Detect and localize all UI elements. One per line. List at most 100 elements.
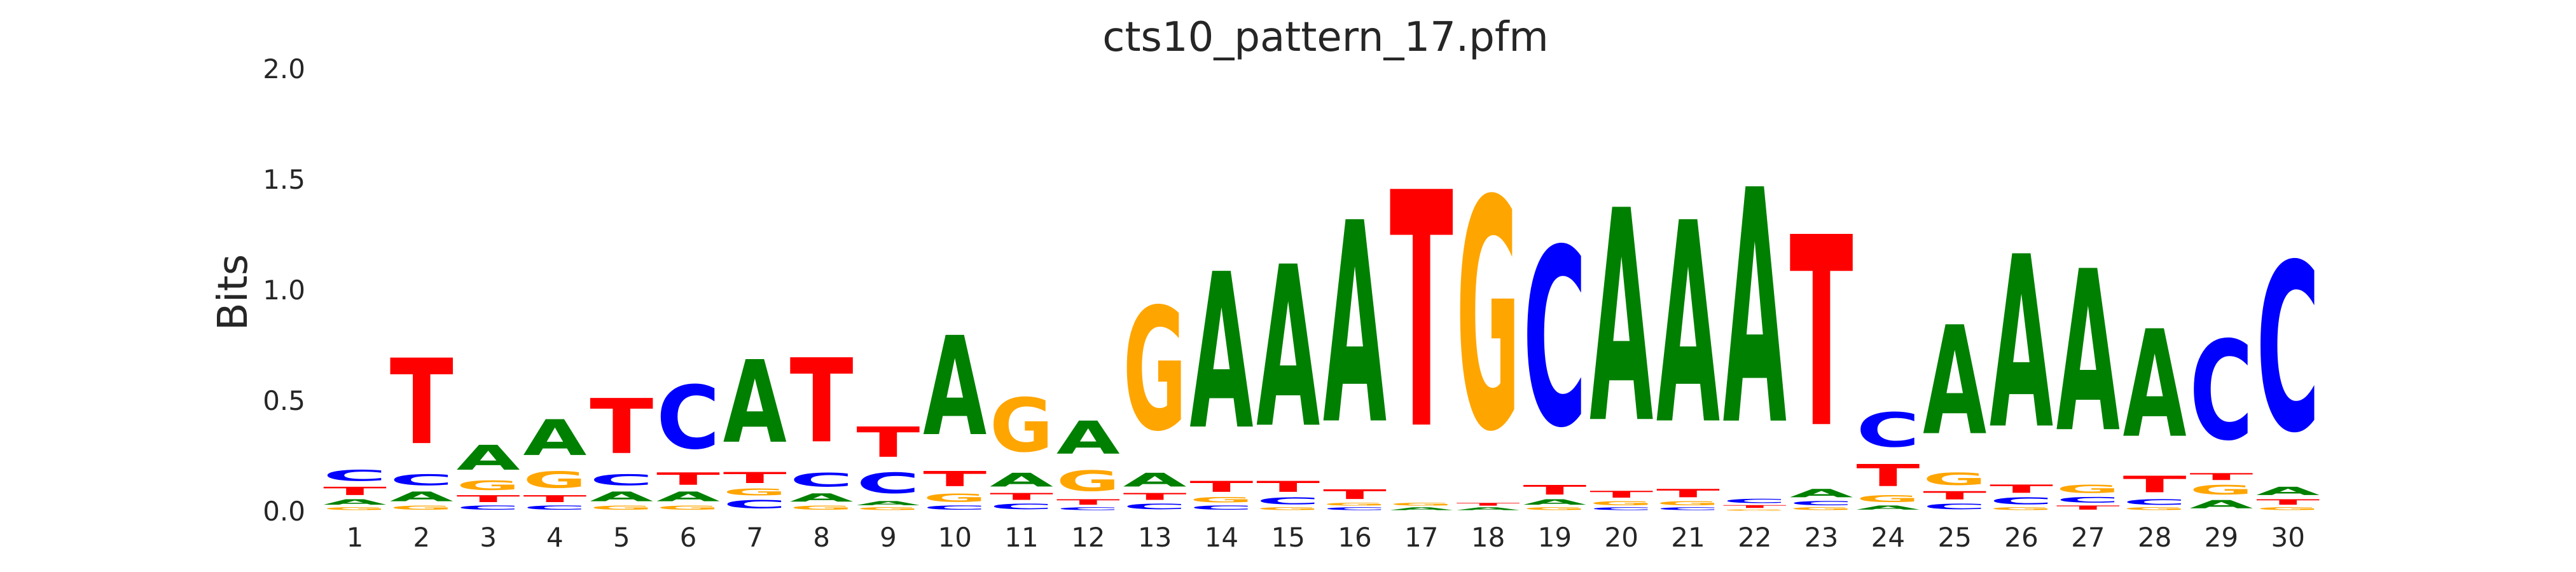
x-tick-label: 17	[1404, 522, 1438, 553]
x-tick-label: 2	[413, 522, 430, 553]
logo-letter-a: A	[2189, 498, 2253, 511]
logo-letter-t: T	[1589, 489, 1653, 500]
logo-letter-t: T	[1923, 489, 1986, 502]
logo-letter-c: C	[723, 498, 787, 511]
logo-letter-g: G	[1856, 493, 1920, 504]
logo-letter-t: T	[1123, 491, 1187, 502]
logo-letter-t: T	[2256, 498, 2320, 507]
logo-letter-g: G	[2256, 507, 2320, 511]
logo-letter-g: G	[390, 505, 454, 511]
logo-letter-t: T	[2123, 472, 2187, 498]
logo-letter-c: C	[1589, 507, 1653, 511]
x-tick-label: 6	[680, 522, 697, 553]
y-axis-ticks: 0.0 0.5 1.0 1.5 2.0	[263, 53, 305, 527]
logo-letter-g: G	[2056, 482, 2120, 496]
logo-letter-g: G	[723, 487, 787, 498]
logo-letter-a: A	[1457, 507, 1520, 511]
logo-letter-c: C	[1790, 500, 1853, 507]
logo-letter-t: T	[1189, 478, 1254, 496]
logo-letter-a: A	[1589, 150, 1654, 488]
y-tick-label: 0.0	[263, 496, 305, 527]
logo-stacks: GATCGACTCTGACTGAGACTGATCCGTAGACTGACTCGTA…	[323, 123, 2320, 511]
logo-letter-t: T	[2189, 471, 2253, 482]
logo-letter-c: C	[990, 502, 1053, 511]
y-tick-label: 1.0	[263, 275, 305, 306]
x-tick-label: 7	[746, 522, 763, 553]
logo-letter-a: A	[1256, 219, 1320, 477]
logo-letter-c: C	[1323, 507, 1387, 511]
chart-title: cts10_pattern_17.pfm	[1102, 14, 1549, 61]
logo-letter-a: A	[457, 439, 521, 478]
logo-letter-a: A	[923, 308, 987, 466]
logo-letter-a: A	[1189, 229, 1253, 478]
logo-letter-g: G	[323, 507, 387, 511]
logo-letter-a: A	[2056, 224, 2121, 482]
logo-letter-c: C	[1856, 403, 1920, 458]
x-tick-label: 5	[613, 522, 630, 553]
logo-letter-g: G	[1390, 502, 1453, 507]
x-tick-label: 24	[1871, 522, 1905, 553]
logo-letter-t: T	[856, 418, 920, 466]
logo-letter-t: T	[990, 491, 1053, 502]
logo-letter-a: A	[1990, 207, 2054, 482]
x-tick-label: 19	[1538, 522, 1572, 553]
logo-letter-c: C	[1056, 507, 1120, 511]
logo-letter-a: A	[1856, 505, 1920, 511]
logo-letter-a: A	[1790, 487, 1853, 500]
x-tick-label: 4	[546, 522, 564, 553]
logo-letter-a: A	[1723, 123, 1787, 497]
y-axis-label: Bits	[210, 254, 257, 330]
x-tick-label: 14	[1205, 522, 1238, 553]
logo-letter-g: G	[1523, 507, 1586, 511]
x-tick-label: 15	[1271, 522, 1305, 553]
logo-letter-g: G	[1056, 465, 1120, 498]
logo-letter-a: A	[1523, 498, 1586, 507]
logo-letter-c: C	[1990, 496, 2053, 507]
logo-letter-t: T	[1723, 505, 1787, 509]
logo-letter-t: T	[1790, 182, 1854, 486]
logo-letter-g: G	[1123, 273, 1187, 468]
logo-letter-g: G	[923, 491, 987, 505]
logo-letter-a: A	[723, 336, 787, 468]
logo-letter-g: G	[590, 505, 653, 511]
logo-letter-t: T	[1390, 126, 1454, 501]
logo-letter-a: A	[1123, 469, 1188, 491]
x-tick-label: 27	[2071, 522, 2105, 553]
logo-letter-a: A	[323, 498, 387, 507]
logo-letter-g: G	[790, 505, 854, 511]
logo-letter-a: A	[990, 469, 1054, 491]
logo-letter-a: A	[2123, 300, 2187, 471]
logo-letter-c: C	[457, 505, 520, 511]
logo-letter-c: C	[923, 505, 987, 511]
logo-letter-a: A	[656, 489, 721, 504]
logo-letter-t: T	[590, 383, 653, 471]
x-tick-label: 9	[880, 522, 897, 553]
logo-letter-t: T	[790, 334, 854, 468]
logo-letter-c: C	[1123, 502, 1187, 511]
x-axis-ticks: 1 2 3 4 5 6 7 8 9 10 11 12 13 14 15 16 17 18 19 20 21 22 23 24 2…	[347, 522, 2305, 553]
logo-letter-a: A	[1390, 507, 1453, 511]
logo-letter-g: G	[1923, 469, 1986, 489]
logo-letter-c: C	[2056, 496, 2120, 505]
logo-letter-g: G	[1589, 500, 1653, 507]
logo-letter-t: T	[390, 335, 454, 472]
logo-letter-t: T	[457, 493, 520, 504]
x-tick-label: 25	[1937, 522, 1971, 553]
logo-letter-c: C	[323, 467, 387, 485]
